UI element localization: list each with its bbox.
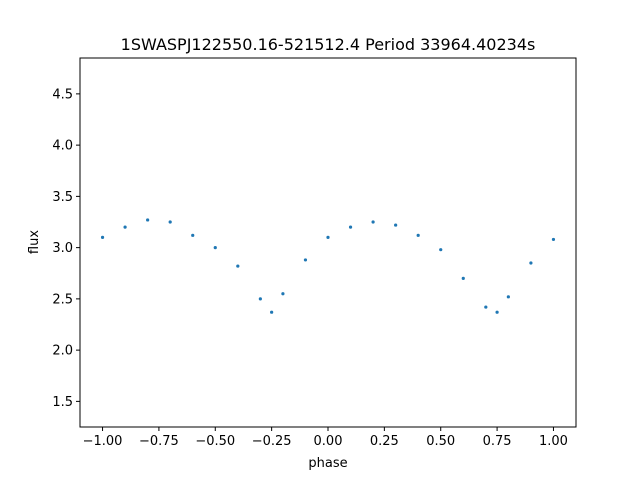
data-point bbox=[270, 310, 274, 314]
data-point bbox=[100, 235, 105, 239]
x-axis-label: phase bbox=[308, 456, 347, 471]
x-tick-label: −0.50 bbox=[195, 434, 235, 449]
data-point bbox=[236, 264, 240, 268]
data-point bbox=[461, 276, 465, 280]
x-tick-label: 0.50 bbox=[426, 434, 455, 449]
y-axis-label: flux bbox=[27, 230, 42, 254]
y-tick-label: 1.5 bbox=[52, 395, 73, 410]
y-tick-label: 4.5 bbox=[52, 87, 73, 102]
data-points bbox=[100, 218, 556, 314]
data-point bbox=[281, 292, 285, 296]
data-point bbox=[551, 237, 556, 242]
x-tick-label: −0.25 bbox=[252, 434, 292, 449]
y-axis-ticks: 1.5 2.0 2.5 3.0 3.5 4.0 4.5 bbox=[52, 87, 80, 410]
data-point bbox=[146, 218, 150, 222]
data-point bbox=[348, 225, 353, 229]
x-tick-label: 0.75 bbox=[483, 434, 512, 449]
data-point bbox=[191, 233, 195, 237]
x-tick-label: −0.75 bbox=[139, 434, 179, 449]
x-tick-label: 0.00 bbox=[314, 434, 343, 449]
x-tick-label: 1.00 bbox=[539, 434, 568, 449]
x-axis-ticks: −1.00 −0.75 −0.50 −0.25 0.00 0.25 0.50 0.75 1.00 bbox=[83, 427, 568, 449]
data-point bbox=[213, 246, 217, 250]
data-point bbox=[529, 261, 533, 265]
data-point bbox=[439, 248, 443, 252]
data-point bbox=[258, 297, 262, 301]
data-point bbox=[303, 258, 308, 262]
data-point bbox=[123, 225, 127, 229]
data-point bbox=[484, 305, 488, 309]
chart-title: 1SWASPJ122550.16-521512.4 Period 33964.4… bbox=[121, 35, 536, 54]
data-point bbox=[394, 223, 398, 227]
y-tick-label: 3.0 bbox=[52, 241, 73, 256]
x-tick-label: 0.25 bbox=[370, 434, 399, 449]
y-tick-label: 2.5 bbox=[52, 292, 73, 307]
y-tick-label: 4.0 bbox=[52, 139, 73, 154]
y-tick-label: 3.5 bbox=[52, 190, 73, 205]
data-point bbox=[506, 295, 510, 299]
data-point bbox=[495, 310, 499, 314]
y-tick-label: 2.0 bbox=[52, 344, 73, 359]
data-point bbox=[371, 220, 375, 224]
data-point bbox=[416, 233, 420, 237]
data-point bbox=[168, 220, 172, 224]
x-tick-label: −1.00 bbox=[83, 434, 123, 449]
data-point bbox=[326, 235, 330, 239]
